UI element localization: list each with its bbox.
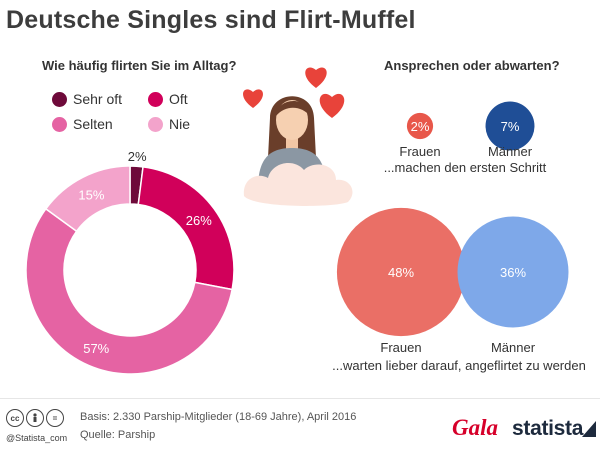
legend-item: Sehr oft [52,91,122,107]
page-title: Deutsche Singles sind Flirt-Muffel [6,6,416,34]
equals-icon: = [46,409,64,427]
basis-note: Basis: 2.330 Parship-Mitglieder (18-69 J… [80,411,357,423]
legend-swatch [148,91,163,107]
legend-label: Nie [169,116,191,132]
cc-icon: cc [6,409,24,427]
legend-item: Oft [148,91,188,107]
donut-slice-label: 26% [186,213,212,228]
donut-slice [137,165,235,291]
donut-subtitle: Wie häufig flirten Sie im Alltag? [42,58,237,73]
legend-swatch [52,116,67,132]
legend-item: Selten [52,116,113,132]
donut-slice [44,165,131,233]
legend-label: Selten [73,116,113,132]
legend-swatch [148,116,163,132]
footer: cc = @Statista_com Basis: 2.330 Parship-… [0,398,600,451]
bubble-value-label: 48% [388,265,414,280]
donut-slice-label: 57% [83,341,109,356]
bubble-value-label: 2% [411,119,430,134]
bubble-subtitle: Ansprechen oder abwarten? [384,58,560,73]
legend-item: Nie [148,116,190,132]
statista-logo: statista [512,417,584,440]
bubble [457,216,569,328]
bubble-category-label: Männer [491,340,536,355]
gala-logo: Gala [452,415,498,440]
bubble [406,112,434,140]
heart-icon [319,93,345,118]
license-icons: cc = [6,409,64,427]
bubble [485,101,535,151]
bubble-category-label: Frauen [399,144,440,159]
heart-icon [243,89,263,108]
statista-handle: @Statista_com [6,433,68,443]
legend-swatch [52,91,67,107]
bubble-value-label: 36% [500,265,526,280]
bubble-category-label: Frauen [380,340,421,355]
legend-label: Oft [169,91,188,107]
woman-cloud-illustration [243,67,353,206]
donut-slice [25,207,234,375]
donut-slice-label: 2% [128,149,147,164]
statista-mark-icon [582,421,596,437]
bubble-category-label: Männer [488,144,533,159]
bubble-value-label: 7% [501,119,520,134]
bubble [336,207,466,337]
donut-slice-label: 15% [78,187,104,202]
bubble-group-caption: ...machen den ersten Schritt [384,160,547,175]
donut-chart: 2% 26% 57% 15% [25,149,235,375]
person-icon [26,409,44,427]
bubble-group-caption: ...warten lieber darauf, angeflirtet zu … [332,358,586,373]
legend-label: Sehr oft [73,91,123,107]
heart-icon [305,67,327,88]
source-note: Quelle: Parship [80,429,156,441]
